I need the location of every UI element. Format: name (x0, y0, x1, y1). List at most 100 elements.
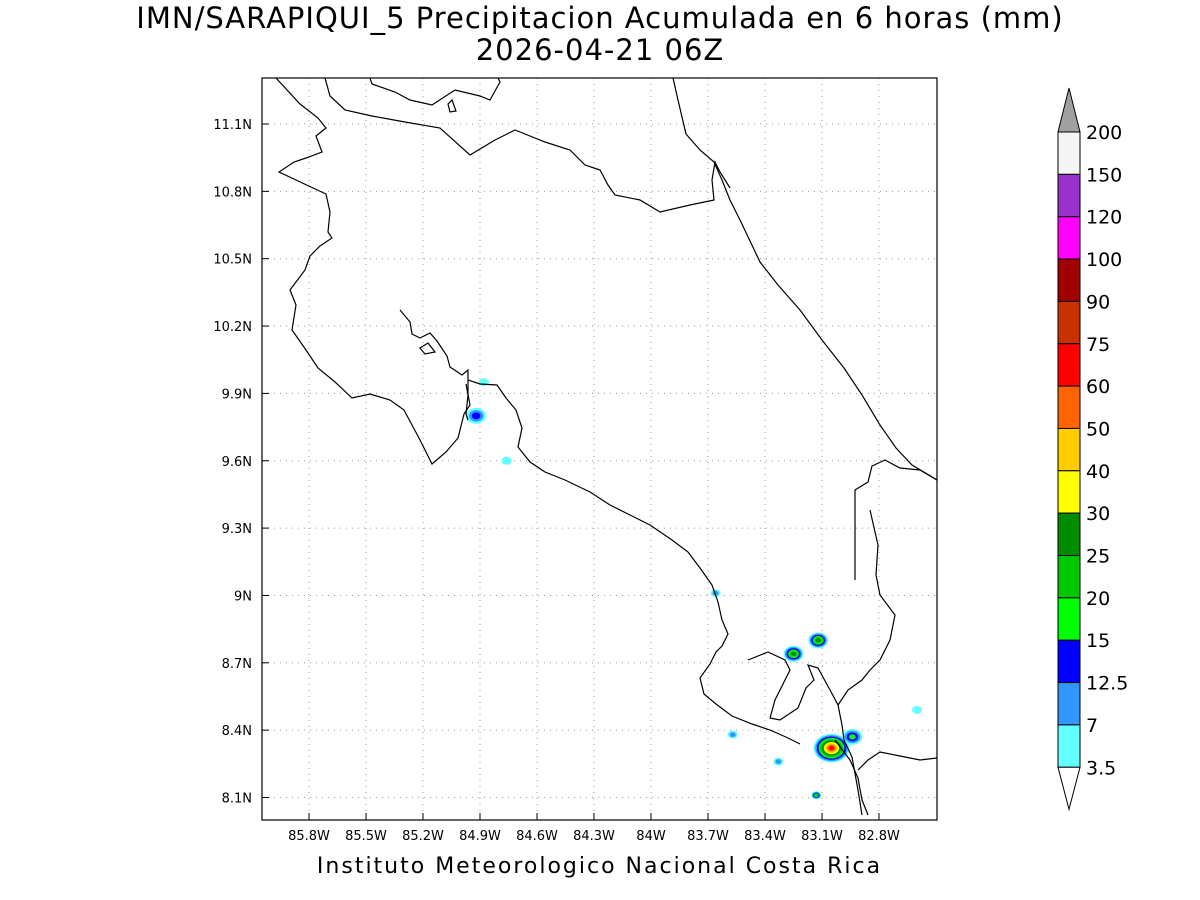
colorbar-label: 30 (1086, 503, 1110, 525)
longitude-tick-label: 85.5W (345, 829, 387, 844)
precip-contour (729, 732, 736, 738)
latitude-tick-label: 10.8N (213, 185, 252, 200)
colorbar-label: 75 (1086, 334, 1110, 356)
longitude-tick-label: 83.7W (687, 829, 729, 844)
colorbar-swatch (1057, 682, 1081, 726)
precip-cell (466, 407, 487, 424)
longitude-tick-label: 84.6W (516, 829, 558, 844)
precipitation-field (466, 378, 922, 800)
precip-contour (912, 705, 922, 714)
precip-contour (815, 638, 821, 643)
colorbar-label: 7 (1086, 715, 1098, 737)
precip-cell (808, 632, 829, 649)
precip-cell (501, 456, 512, 465)
precip-contour (791, 651, 796, 656)
colorbar-swatch (1057, 385, 1081, 429)
graticule-grid (262, 78, 937, 820)
colorbar-swatch (1057, 258, 1081, 302)
colorbar-min-arrow (1057, 766, 1081, 812)
precip-contour (814, 794, 818, 797)
panama-border (854, 459, 937, 580)
colorbar-label: 12.5 (1086, 673, 1128, 695)
map-valid-time: 2026-04-21 06Z (475, 33, 725, 67)
colorbar-swatch (1057, 131, 1081, 175)
colorbar-swatch (1057, 173, 1081, 218)
colorbar-swatch (1057, 597, 1081, 641)
precip-cell (783, 645, 804, 662)
longitude-tick-label: 83.1W (801, 829, 843, 844)
latitude-tick-label: 9.9N (222, 387, 252, 402)
latitude-tick-label: 10.5N (213, 253, 252, 268)
precip-contour (471, 412, 481, 420)
longitude-tick-label: 85.2W (402, 829, 444, 844)
northern-upper-shore (369, 78, 501, 106)
colorbar-swatch (1057, 216, 1081, 260)
longitude-tick-label: 83.4W (744, 829, 786, 844)
colorbar-swatch (1057, 343, 1081, 387)
map-frame (261, 77, 938, 821)
colorbar-label: 40 (1086, 461, 1110, 483)
colorbar-label: 60 (1086, 376, 1110, 398)
northern-border-line (275, 78, 471, 465)
colorbar-label: 25 (1086, 546, 1110, 568)
nicoya-gulf-shore (399, 309, 469, 421)
chiriqui-coast (857, 751, 937, 771)
institution-credit: Instituto Meteorologico Nacional Costa R… (316, 854, 883, 879)
lake-nicaragua-shore (324, 78, 731, 213)
longitude-tick-label: 84.3W (573, 829, 615, 844)
latitude-tick-labels: 11.1N 10.8N 10.5N 10.2N 9.9N 9.6N 9.3N 9N 8.7N 8.… (213, 118, 269, 807)
colorbar-swatch (1057, 300, 1081, 345)
colorbar-label: 3.5 (1086, 757, 1116, 779)
island-ometepe (447, 98, 457, 113)
colorbar-swatch (1057, 555, 1081, 599)
colorbar-legend: 200 150 120 100 90 75 60 50 40 30 25 20 15 12.5 7 3.5 (1057, 87, 1128, 812)
colorbar-swatch (1057, 639, 1081, 684)
precip-contour (828, 746, 835, 751)
latitude-tick-label: 9.6N (222, 455, 252, 470)
precip-cell (912, 705, 922, 714)
longitude-tick-label: 85.8W (288, 829, 330, 844)
latitude-tick-label: 11.1N (213, 118, 252, 133)
precip-cell (813, 733, 850, 763)
central-pacific-coast (467, 379, 801, 745)
colorbar-label: 120 (1086, 207, 1122, 229)
map-background (262, 78, 937, 820)
colorbar-swatch (1057, 512, 1081, 557)
golfo-dulce-shore (747, 651, 863, 816)
longitude-tick-labels: 85.8W 85.5W 85.2W 84.9W 84.6W 84.3W 84W 83.7W 83… (288, 813, 900, 844)
longitude-tick-label: 84W (636, 829, 666, 844)
precip-contour (501, 456, 512, 465)
latitude-tick-label: 8.4N (222, 724, 252, 739)
gulf-island (419, 342, 437, 355)
colorbar-label: 20 (1086, 588, 1110, 610)
colorbar-swatch (1057, 427, 1081, 472)
southern-coast (834, 739, 869, 816)
precip-cell (811, 791, 822, 800)
map-title: IMN/SARAPIQUI_5 Precipitacion Acumulada … (136, 1, 1064, 35)
precip-cell (727, 730, 738, 739)
colorbar-label: 90 (1086, 291, 1110, 313)
precip-contour (775, 759, 782, 764)
precip-contour (849, 734, 856, 740)
colorbar-max-arrow (1057, 87, 1081, 133)
colorbar-label: 50 (1086, 418, 1110, 440)
latitude-tick-label: 9N (234, 589, 252, 604)
colorbar-label: 150 (1086, 164, 1122, 186)
latitude-tick-label: 8.7N (222, 657, 252, 672)
precip-cell (773, 757, 784, 766)
burica-peninsula-shore (837, 509, 896, 706)
caribbean-coast (672, 78, 937, 481)
colorbar-label: 200 (1086, 122, 1122, 144)
longitude-tick-label: 82.8W (858, 829, 900, 844)
latitude-tick-label: 8.1N (222, 792, 252, 807)
colorbar-label: 100 (1086, 249, 1122, 271)
colorbar-swatch (1057, 470, 1081, 514)
colorbar-label: 15 (1086, 630, 1110, 652)
precip-cell (842, 728, 863, 745)
latitude-tick-label: 9.3N (222, 522, 252, 537)
latitude-tick-label: 10.2N (213, 320, 252, 335)
longitude-tick-label: 84.9W (459, 829, 501, 844)
colorbar-swatch (1057, 724, 1081, 768)
coastline-borders (275, 78, 937, 816)
